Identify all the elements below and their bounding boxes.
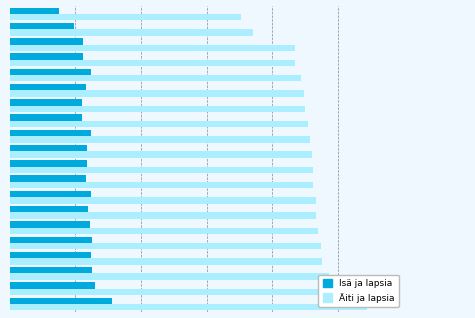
Bar [10, 167, 313, 173]
Bar [10, 206, 88, 212]
Bar [10, 145, 87, 151]
Bar [10, 106, 305, 112]
Bar [10, 23, 74, 29]
Bar [10, 8, 59, 14]
Bar [10, 114, 82, 121]
Bar [10, 191, 91, 197]
Bar [10, 69, 91, 75]
Bar [10, 298, 112, 304]
Bar [10, 182, 313, 188]
Bar [10, 84, 86, 90]
Bar [10, 267, 92, 273]
Bar [10, 99, 82, 106]
Bar [10, 121, 308, 127]
Bar [10, 75, 301, 81]
Bar [10, 38, 83, 45]
Bar [10, 237, 92, 243]
Bar [10, 228, 318, 234]
Legend: Isä ja lapsia, Äiti ja lapsia: Isä ja lapsia, Äiti ja lapsia [318, 274, 399, 307]
Bar [10, 45, 294, 51]
Bar [10, 14, 241, 20]
Bar [10, 130, 91, 136]
Bar [10, 197, 316, 204]
Bar [10, 53, 83, 60]
Bar [10, 60, 294, 66]
Bar [10, 258, 322, 265]
Bar [10, 29, 253, 36]
Bar [10, 212, 316, 219]
Bar [10, 282, 95, 289]
Bar [10, 273, 329, 280]
Bar [10, 252, 91, 258]
Bar [10, 289, 344, 295]
Bar [10, 221, 90, 228]
Bar [10, 136, 311, 142]
Bar [10, 160, 87, 167]
Bar [10, 304, 367, 310]
Bar [10, 90, 304, 97]
Bar [10, 243, 321, 249]
Bar [10, 176, 86, 182]
Bar [10, 151, 312, 158]
